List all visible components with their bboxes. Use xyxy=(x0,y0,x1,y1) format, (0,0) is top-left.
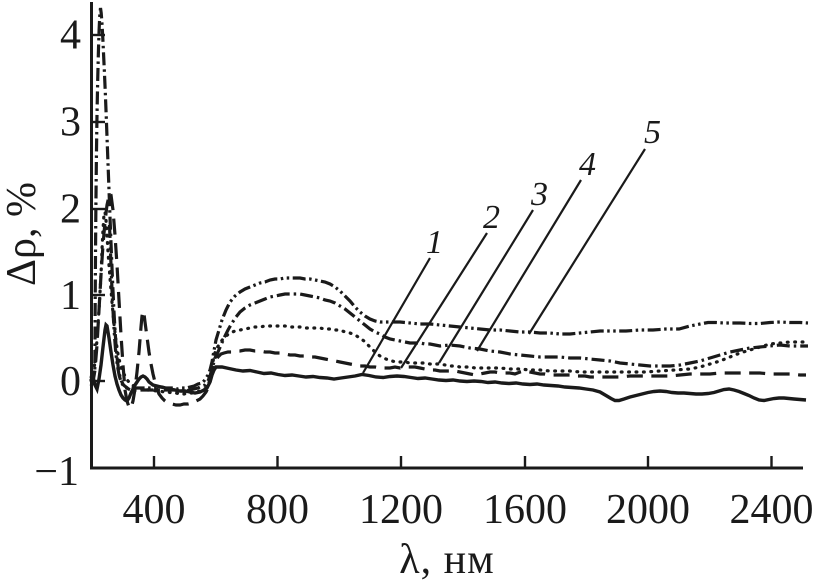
svg-text:1200: 1200 xyxy=(359,487,443,533)
svg-text:1: 1 xyxy=(60,273,81,319)
svg-text:3: 3 xyxy=(530,176,548,213)
svg-text:2400: 2400 xyxy=(730,487,813,533)
svg-text:4: 4 xyxy=(60,13,81,59)
svg-text:1: 1 xyxy=(426,224,443,261)
svg-text:5: 5 xyxy=(644,114,661,151)
svg-text:800: 800 xyxy=(246,487,309,533)
svg-text:2: 2 xyxy=(60,187,81,233)
svg-text:400: 400 xyxy=(123,487,186,533)
svg-text:Δρ, %: Δρ, % xyxy=(0,182,45,286)
svg-text:0: 0 xyxy=(60,359,81,405)
svg-text:−1: −1 xyxy=(34,449,79,495)
svg-text:4: 4 xyxy=(579,146,596,183)
svg-text:λ, нм: λ, нм xyxy=(399,537,494,583)
svg-text:3: 3 xyxy=(60,100,81,146)
svg-text:1600: 1600 xyxy=(483,487,567,533)
svg-text:2: 2 xyxy=(483,199,500,236)
svg-text:2000: 2000 xyxy=(606,487,690,533)
